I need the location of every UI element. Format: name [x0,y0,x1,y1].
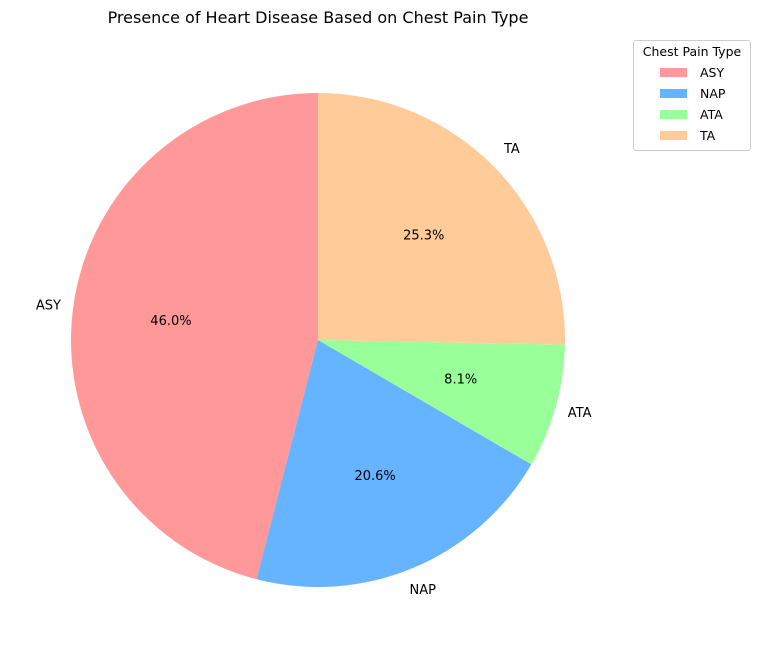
pie-percent-label-ta: 25.3% [403,229,444,244]
legend-swatch-ata [660,110,687,119]
legend-swatch-nap [660,89,687,98]
pie-slice-nap [256,340,532,588]
legend-entry-ta: TA [634,125,750,146]
legend-entry-nap: NAP [634,83,750,104]
pie-slice-asy [70,93,318,580]
legend-label-ta: TA [700,128,716,143]
pie-percent-label-nap: 20.6% [354,469,395,484]
pie-category-label-ta: TA [503,142,520,157]
pie-percent-label-asy: 46.0% [150,314,191,329]
pie-percent-label-ata: 8.1% [444,373,477,388]
legend-swatch-ta [660,131,687,140]
pie-slice-ata [318,340,565,465]
legend-label-ata: ATA [700,107,723,122]
chart-title: Presence of Heart Disease Based on Chest… [107,8,529,27]
legend-entry-asy: ASY [634,62,750,83]
pie-slice-ta [318,93,565,345]
legend-label-asy: ASY [700,65,725,80]
legend-title: Chest Pain Type [642,44,742,59]
legend-label-nap: NAP [700,86,726,101]
legend-entry-ata: ATA [634,104,750,125]
legend-swatch-asy [660,68,687,77]
pie-category-label-asy: ASY [36,298,61,313]
pie-category-label-nap: NAP [410,583,437,598]
pie-category-label-ata: ATA [568,406,592,421]
legend: Chest Pain Type ASY NAP ATA TA [633,40,751,151]
